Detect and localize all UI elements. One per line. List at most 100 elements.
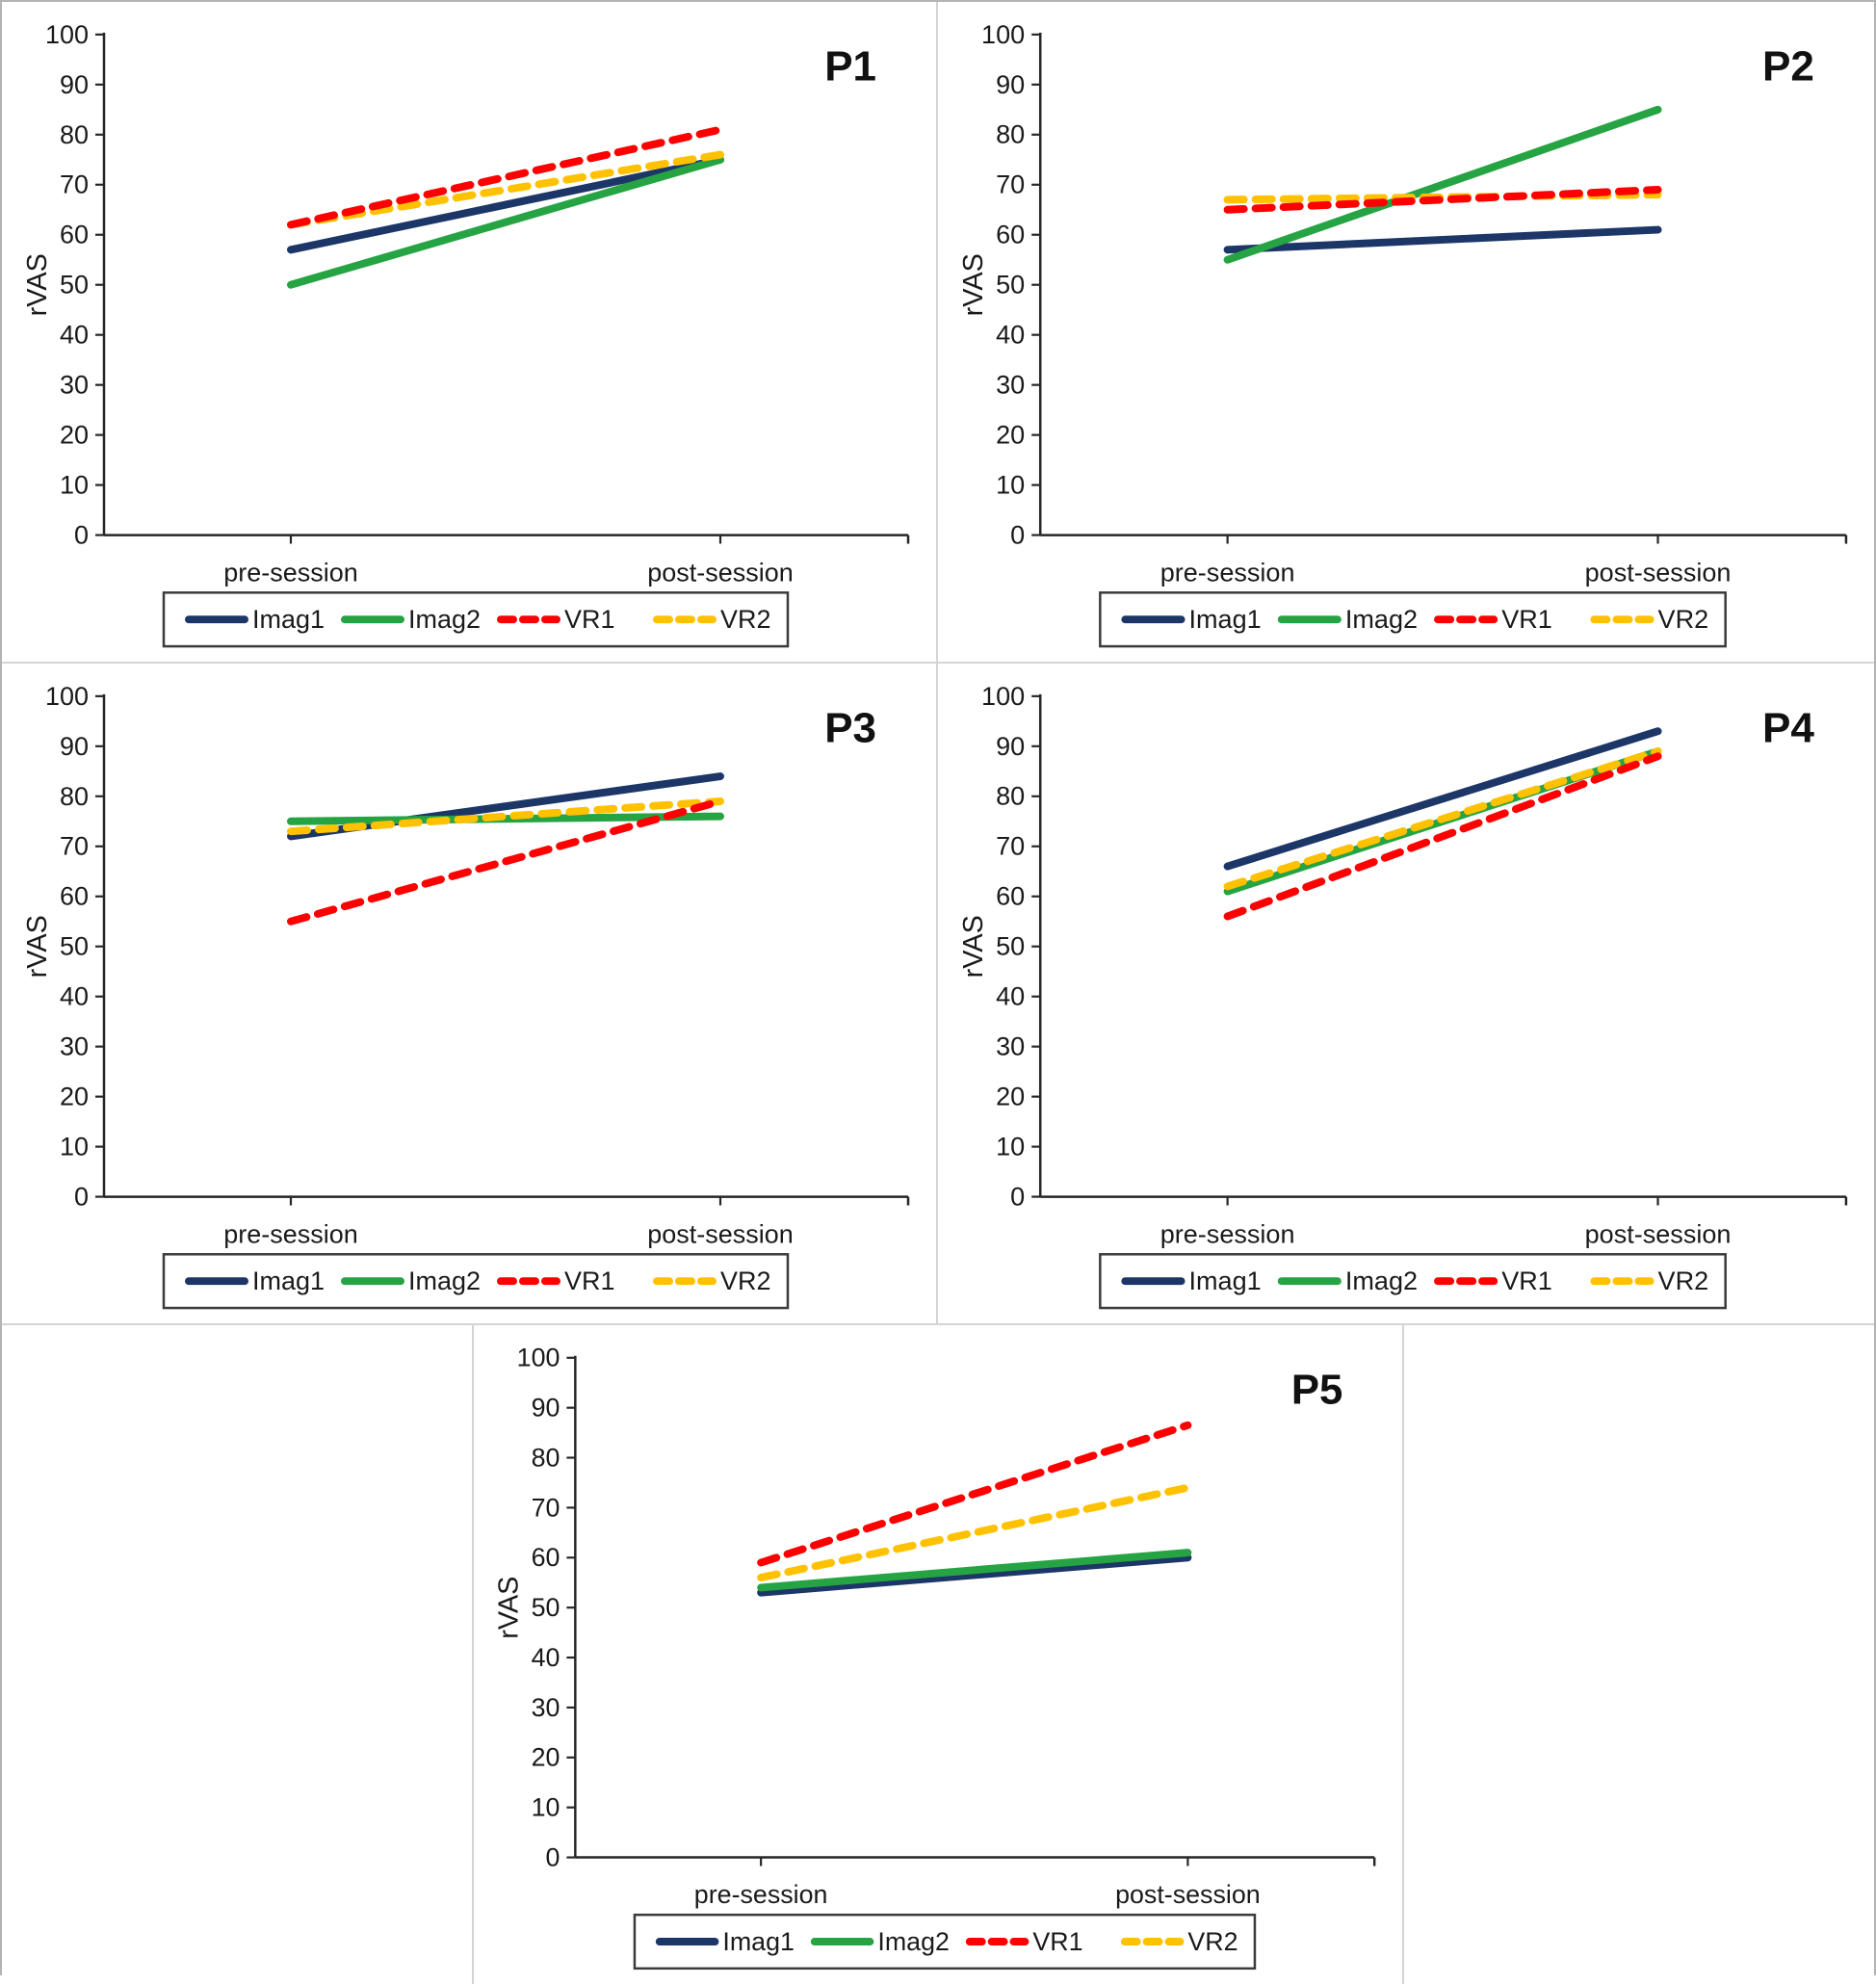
series-line-vr1 [287,797,724,926]
legend-item-label: Imag2 [408,1266,481,1295]
y-tick-label: 10 [60,1133,89,1162]
y-tick-label: 40 [60,982,89,1011]
y-tick-label: 0 [74,521,89,550]
legend-item-label: Imag1 [252,1266,325,1295]
legend-item-label: VR1 [1501,605,1552,634]
y-tick-label: 20 [60,1083,89,1111]
chart-title: P1 [824,43,876,91]
y-tick-label: 20 [996,421,1025,450]
y-tick-label: 40 [532,1643,560,1672]
x-category-label: post-session [647,1219,794,1248]
x-category-label: post-session [1115,1880,1261,1909]
legend-item-label: Imag2 [877,1927,950,1956]
chart-svg: P1 0 10 20 30 40 50 60 70 80 90 100 pre-session post-… [22,20,910,648]
y-tick-label: 30 [532,1693,560,1722]
legend-item-label: VR2 [1187,1927,1238,1956]
y-tick-label: 10 [60,471,89,500]
y-tick-label: 40 [60,321,89,350]
legend-item-label: Imag1 [722,1927,795,1956]
x-category-label: pre-session [1160,558,1295,587]
chart-svg: P5 0 10 20 30 40 50 60 70 80 90 100 pre-session post-… [494,1344,1376,1971]
legend-item-label: VR1 [1032,1927,1082,1956]
legend-item-label: Imag2 [408,605,481,634]
legend-item-label: VR1 [1501,1266,1552,1295]
charts-row-1: P1 0 10 20 30 40 50 60 70 80 90 100 pre-session post-… [2,2,1874,664]
y-tick-label: 60 [532,1543,560,1572]
x-category-label: post-session [1585,558,1732,587]
series-line-imag1 [757,1553,1192,1597]
y-tick-label: 0 [74,1183,89,1212]
y-tick-label: 70 [60,832,89,861]
series-line-imag2 [287,155,724,289]
right-whitespace [1404,1325,1874,1984]
y-tick-label: 80 [60,782,89,811]
charts-row-3: P5 0 10 20 30 40 50 60 70 80 90 100 pre-session post-… [2,1325,1874,1984]
y-tick-label: 90 [60,732,89,761]
y-tick-label: 50 [532,1593,560,1622]
y-tick-label: 70 [60,170,89,199]
y-tick-label: 100 [45,20,89,49]
y-tick-label: 100 [517,1344,560,1372]
y-tick-label: 50 [996,932,1025,961]
series-line-vr1 [1223,185,1662,214]
series-line-vr2 [757,1483,1192,1582]
y-tick-label: 30 [996,371,1025,400]
legend-item-label: Imag1 [1189,1266,1262,1295]
legend-item-label: VR2 [1658,1266,1709,1295]
y-tick-label: 60 [60,882,89,911]
y-tick-label: 70 [532,1493,560,1522]
x-category-label: pre-session [694,1880,828,1909]
chart-svg: P2 0 10 20 30 40 50 60 70 80 90 100 pre-session post-… [958,20,1848,648]
y-tick-label: 100 [981,682,1025,711]
chart-svg: P3 0 10 20 30 40 50 60 70 80 90 100 pre-session post-… [22,682,910,1310]
legend-item-label: VR2 [720,1266,771,1295]
y-tick-label: 10 [532,1793,560,1822]
legend-item-label: VR2 [1658,605,1709,634]
y-tick-label: 80 [996,782,1025,811]
y-tick-label: 0 [1010,521,1025,550]
y-tick-label: 30 [60,1032,89,1061]
y-tick-label: 10 [996,471,1025,500]
y-tick-label: 70 [996,832,1025,861]
series-line-vr2 [287,150,724,229]
chart-panel-p3: P3 0 10 20 30 40 50 60 70 80 90 100 pre-session post-… [2,664,938,1323]
legend-item-label: VR1 [564,1266,615,1295]
series-line-imag1 [287,155,724,254]
series-line-vr1 [1223,752,1662,921]
legend-item-label: Imag2 [1345,605,1418,634]
y-tick-label: 90 [60,70,89,99]
series-line-vr2 [1223,747,1662,891]
y-tick-label: 50 [60,932,89,961]
left-whitespace [2,1325,472,1984]
series-line-imag2 [1223,105,1662,264]
series-line-vr1 [287,125,724,229]
y-tick-label: 90 [532,1394,560,1423]
chart-panel-p2: P2 0 10 20 30 40 50 60 70 80 90 100 pre-session post-… [938,2,1874,662]
y-tick-label: 90 [996,732,1025,761]
y-tick-label: 50 [996,271,1025,300]
x-category-label: post-session [647,558,794,587]
y-tick-label: 80 [60,120,89,149]
series-line-imag1 [1223,225,1662,254]
y-tick-label: 80 [532,1443,560,1472]
y-tick-label: 20 [532,1743,560,1772]
legend-item-label: Imag1 [1189,605,1262,634]
chart-title: P4 [1762,705,1814,752]
chart-panel-p5: P5 0 10 20 30 40 50 60 70 80 90 100 pre-session post-… [472,1325,1404,1984]
series-line-imag1 [1223,727,1662,871]
series-line-vr1 [757,1421,1192,1567]
y-tick-label: 80 [996,120,1025,149]
y-axis-title: rVAS [22,253,53,316]
series-line-vr2 [1223,191,1662,204]
y-tick-label: 20 [60,421,89,450]
charts-row-2: P3 0 10 20 30 40 50 60 70 80 90 100 pre-session post-… [2,664,1874,1325]
legend-item-label: Imag2 [1345,1266,1418,1295]
y-axis-title: rVAS [494,1577,525,1639]
series-line-imag2 [287,812,724,825]
y-tick-label: 10 [996,1133,1025,1162]
x-category-label: pre-session [1160,1219,1295,1248]
y-tick-label: 30 [60,371,89,400]
chart-panel-p1: P1 0 10 20 30 40 50 60 70 80 90 100 pre-session post-… [2,2,938,662]
x-category-label: pre-session [223,558,358,587]
